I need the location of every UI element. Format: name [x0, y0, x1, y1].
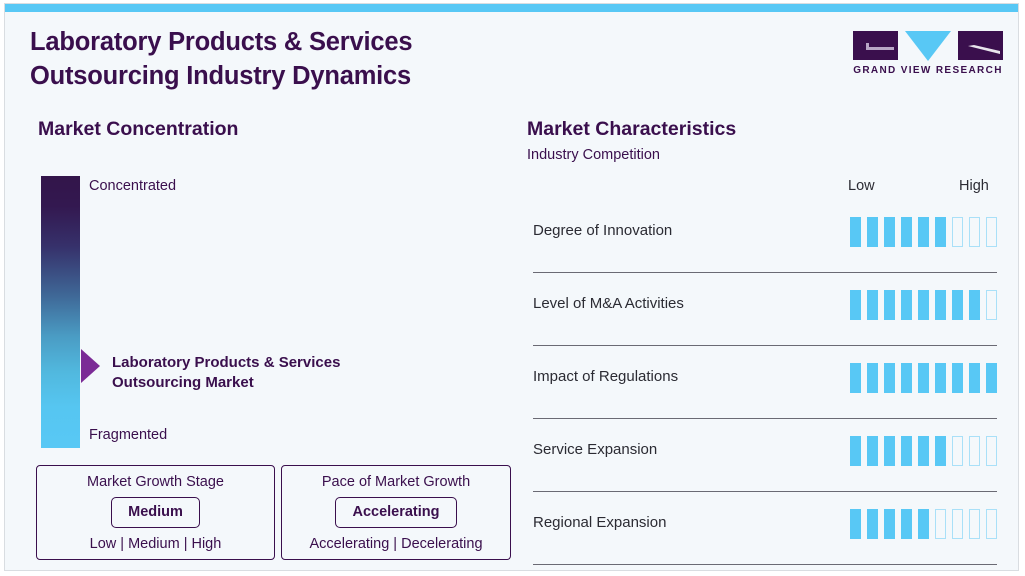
rating-tick-filled: [935, 363, 946, 393]
scale-axis-low-label: Low: [848, 178, 875, 194]
rating-tick-filled: [952, 290, 963, 320]
rating-tick-filled: [867, 436, 878, 466]
rating-tick-filled: [867, 363, 878, 393]
rating-tick-filled: [901, 363, 912, 393]
characteristic-row-label: Degree of Innovation: [533, 222, 673, 239]
characteristic-row: Level of M&A Activities: [533, 273, 997, 346]
market-characteristics-subtitle: Industry Competition: [527, 147, 660, 163]
top-accent-bar: [5, 4, 1018, 12]
pace-of-market-growth-box: Pace of Market Growth Accelerating Accel…: [281, 465, 511, 560]
page-title: Laboratory Products & Services Outsourci…: [30, 25, 730, 93]
logo-g-tick: [866, 43, 869, 48]
market-growth-stage-value-pill: Medium: [111, 497, 200, 528]
rating-tick-empty: [986, 290, 997, 320]
rating-tick-filled: [884, 290, 895, 320]
characteristic-row-rating-bars: [850, 436, 997, 466]
rating-tick-filled: [867, 217, 878, 247]
characteristic-row-label: Regional Expansion: [533, 514, 667, 531]
market-growth-stage-value: Medium: [128, 504, 183, 520]
characteristic-row: Degree of Innovation: [533, 200, 997, 273]
market-characteristics-title: Market Characteristics: [527, 118, 737, 140]
rating-tick-filled: [867, 509, 878, 539]
logo-g-bar: [866, 47, 894, 50]
rating-tick-filled: [952, 363, 963, 393]
rating-tick-filled: [867, 290, 878, 320]
scale-axis-high-label: High: [959, 178, 989, 194]
characteristic-row-rating-bars: [850, 217, 997, 247]
concentration-gradient-bar: [41, 176, 80, 448]
rating-tick-filled: [884, 436, 895, 466]
rating-tick-empty: [986, 217, 997, 247]
logo-r-slash-icon: [968, 45, 1000, 54]
rating-tick-empty: [969, 436, 980, 466]
characteristics-rows: Degree of Innovation Level of M&A Activit…: [533, 200, 997, 565]
logo-wordmark: GRAND VIEW RESEARCH: [853, 65, 1003, 76]
rating-tick-empty: [986, 436, 997, 466]
characteristic-row-label: Impact of Regulations: [533, 368, 679, 385]
rating-tick-filled: [901, 290, 912, 320]
characteristic-row-label: Level of M&A Activities: [533, 295, 684, 312]
rating-tick-filled: [884, 509, 895, 539]
page-title-line-1: Laboratory Products & Services: [30, 28, 413, 56]
market-concentration-title: Market Concentration: [38, 118, 239, 140]
rating-tick-filled: [850, 290, 861, 320]
rating-tick-empty: [969, 217, 980, 247]
concentration-marker-label-line-1: Laboratory Products & Services: [112, 354, 341, 371]
rating-tick-filled: [884, 217, 895, 247]
characteristic-row-rating-bars: [850, 363, 997, 393]
concentration-marker-label: Laboratory Products & Services Outsourci…: [112, 353, 402, 394]
rating-tick-filled: [969, 363, 980, 393]
infographic-card: Laboratory Products & Services Outsourci…: [4, 3, 1019, 571]
characteristic-row-rating-bars: [850, 290, 997, 320]
market-growth-stage-title: Market Growth Stage: [87, 474, 224, 490]
rating-tick-filled: [850, 217, 861, 247]
market-growth-stage-box: Market Growth Stage Medium Low | Medium …: [36, 465, 275, 560]
rating-tick-filled: [884, 363, 895, 393]
rating-tick-empty: [952, 436, 963, 466]
pace-of-market-growth-value: Accelerating: [352, 504, 440, 520]
characteristic-row: Impact of Regulations: [533, 346, 997, 419]
rating-tick-filled: [850, 509, 861, 539]
logo-letter-g-icon: [853, 31, 898, 60]
pace-of-market-growth-title: Pace of Market Growth: [321, 474, 471, 490]
pace-of-market-growth-scale: Accelerating | Decelerating: [309, 536, 483, 552]
characteristic-row: Regional Expansion: [533, 492, 997, 565]
rating-tick-filled: [986, 363, 997, 393]
concentration-marker-arrow-icon: [81, 349, 100, 383]
concentration-top-label: Concentrated: [89, 178, 177, 194]
characteristic-row-label: Service Expansion: [533, 441, 658, 458]
characteristic-row-rating-bars: [850, 509, 997, 539]
market-growth-stage-scale: Low | Medium | High: [89, 536, 222, 552]
rating-tick-empty: [969, 509, 980, 539]
rating-tick-filled: [850, 363, 861, 393]
page-title-line-2: Outsourcing Industry Dynamics: [30, 62, 412, 91]
rating-tick-filled: [935, 436, 946, 466]
rating-tick-filled: [901, 509, 912, 539]
rating-tick-filled: [935, 217, 946, 247]
rating-tick-empty: [952, 509, 963, 539]
concentration-bottom-label: Fragmented: [89, 427, 168, 443]
rating-tick-filled: [918, 436, 929, 466]
rating-tick-filled: [969, 290, 980, 320]
rating-tick-filled: [901, 436, 912, 466]
logo-marks: [853, 31, 1003, 61]
rating-tick-filled: [935, 290, 946, 320]
characteristic-row: Service Expansion: [533, 419, 997, 492]
rating-tick-filled: [918, 290, 929, 320]
grand-view-research-logo: GRAND VIEW RESEARCH: [853, 31, 1003, 79]
rating-tick-filled: [901, 217, 912, 247]
pace-of-market-growth-value-pill: Accelerating: [335, 497, 457, 528]
rating-tick-filled: [850, 436, 861, 466]
rating-tick-filled: [918, 509, 929, 539]
rating-tick-empty: [986, 509, 997, 539]
logo-letter-r-icon: [958, 31, 1003, 60]
rating-tick-empty: [952, 217, 963, 247]
concentration-marker-label-line-2: Outsourcing Market: [112, 374, 254, 392]
rating-tick-filled: [918, 363, 929, 393]
rating-tick-empty: [935, 509, 946, 539]
logo-letter-v-icon: [905, 31, 951, 61]
rating-tick-filled: [918, 217, 929, 247]
